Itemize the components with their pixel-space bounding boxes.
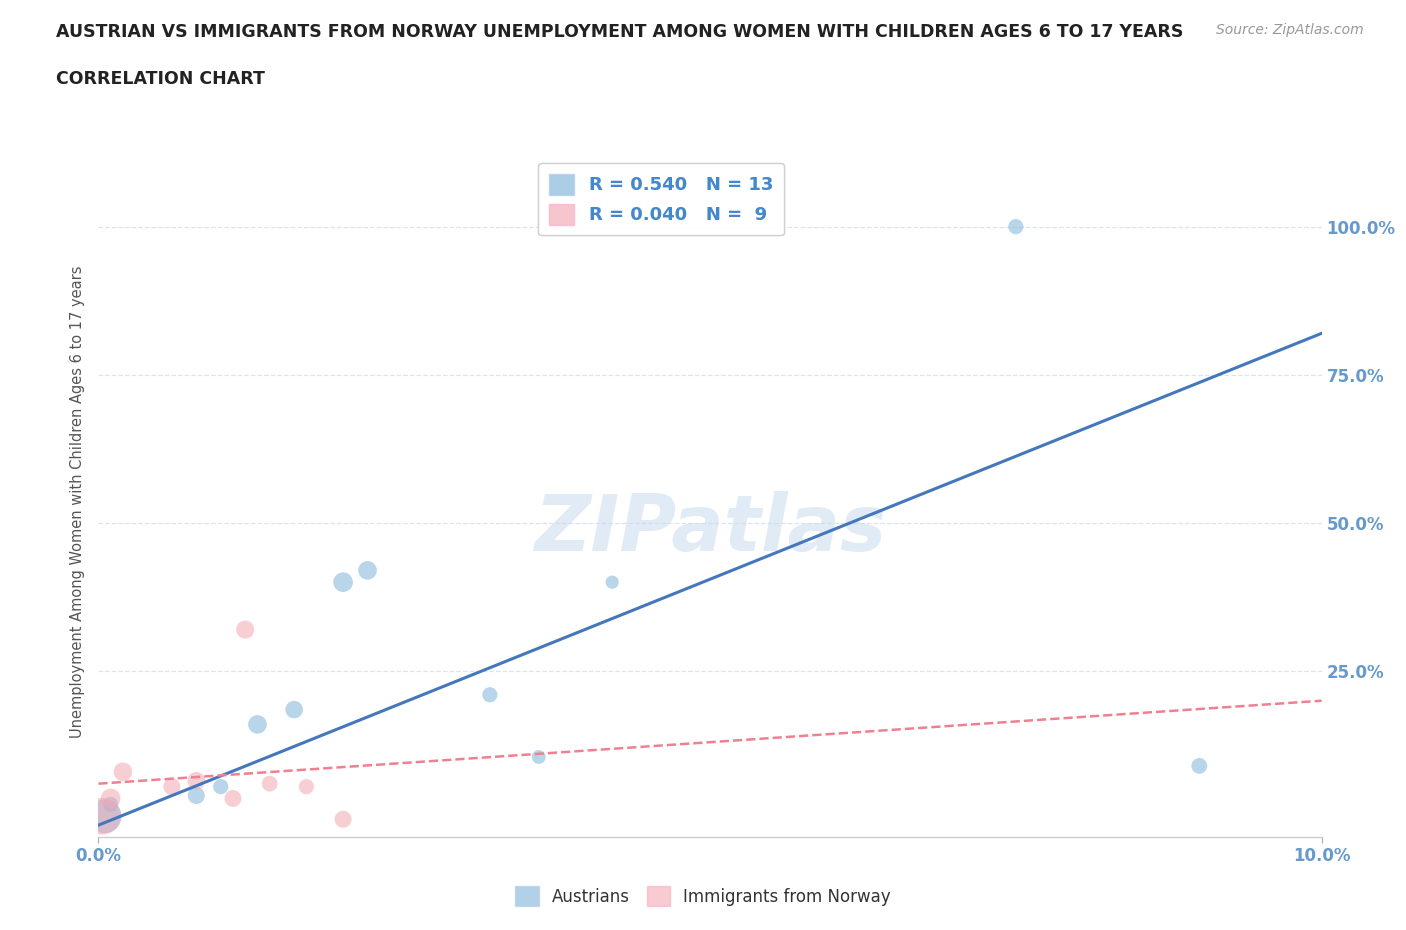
Point: [186, 788, 208, 803]
Point: [100, 791, 122, 806]
Point: [1004, 219, 1026, 234]
Point: [160, 779, 183, 794]
Point: [233, 622, 256, 637]
Point: [259, 777, 281, 791]
Legend: Austrians, Immigrants from Norway: Austrians, Immigrants from Norway: [509, 880, 897, 912]
Point: [91, 809, 114, 824]
Point: [332, 812, 354, 827]
Point: [1188, 759, 1211, 774]
Text: ZIPatlas: ZIPatlas: [534, 491, 886, 567]
Legend: R = 0.540   N = 13, R = 0.040   N =  9: R = 0.540 N = 13, R = 0.040 N = 9: [538, 163, 785, 235]
Text: AUSTRIAN VS IMMIGRANTS FROM NORWAY UNEMPLOYMENT AMONG WOMEN WITH CHILDREN AGES 6: AUSTRIAN VS IMMIGRANTS FROM NORWAY UNEMP…: [56, 23, 1184, 41]
Point: [100, 797, 122, 812]
Point: [209, 779, 232, 794]
Point: [222, 791, 245, 806]
Point: [527, 750, 550, 764]
Point: [600, 575, 623, 590]
Text: CORRELATION CHART: CORRELATION CHART: [56, 70, 266, 87]
Point: [295, 779, 318, 794]
Point: [356, 563, 378, 578]
Point: [93, 809, 115, 824]
Point: [332, 575, 354, 590]
Point: [111, 764, 134, 779]
Y-axis label: Unemployment Among Women with Children Ages 6 to 17 years: Unemployment Among Women with Children A…: [69, 266, 84, 738]
Point: [186, 773, 208, 788]
Point: [246, 717, 269, 732]
Text: Source: ZipAtlas.com: Source: ZipAtlas.com: [1216, 23, 1364, 37]
Point: [478, 687, 501, 702]
Point: [283, 702, 305, 717]
